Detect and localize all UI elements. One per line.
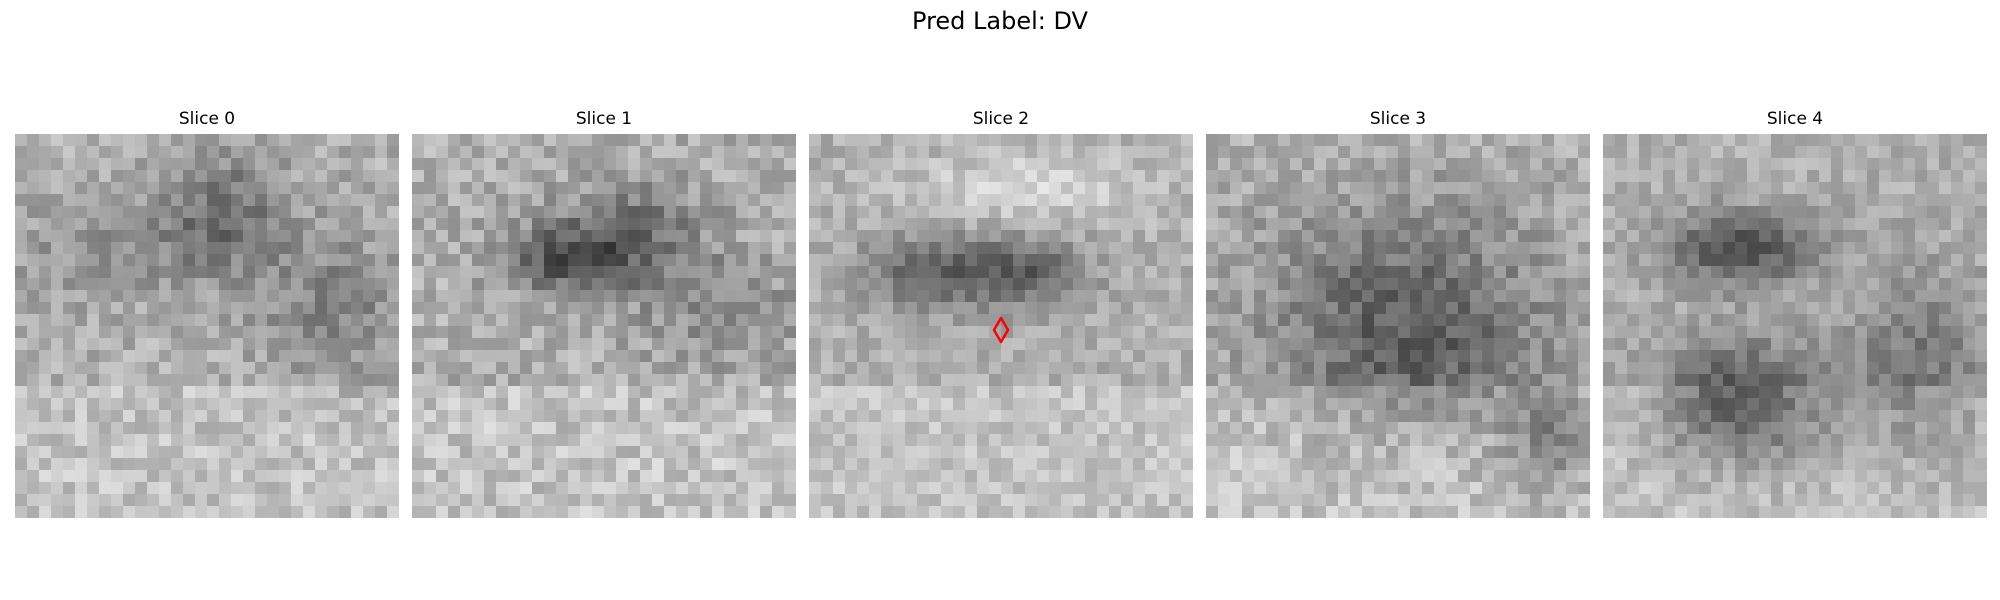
slice-title-4: Slice 4: [1766, 109, 1824, 129]
slice-panel-3: Slice 3: [1206, 108, 1590, 518]
figure-title: Pred Label: DV: [912, 7, 1088, 35]
slice-panel-2: Slice 2: [809, 108, 1193, 518]
slice-image-0: [15, 134, 399, 518]
slice-title-3: Slice 3: [1369, 109, 1427, 129]
slice-panel-0: Slice 0: [15, 108, 399, 518]
slice-title-2: Slice 2: [972, 109, 1030, 129]
slice-panel-1: Slice 1: [412, 108, 796, 518]
slice-title-1: Slice 1: [575, 109, 633, 129]
slice-image-3: [1206, 134, 1590, 518]
slice-image-2: [809, 134, 1193, 518]
slice-image-1: [412, 134, 796, 518]
slice-title-0: Slice 0: [178, 109, 236, 129]
slice-panel-4: Slice 4: [1603, 108, 1987, 518]
slice-image-4: [1603, 134, 1987, 518]
